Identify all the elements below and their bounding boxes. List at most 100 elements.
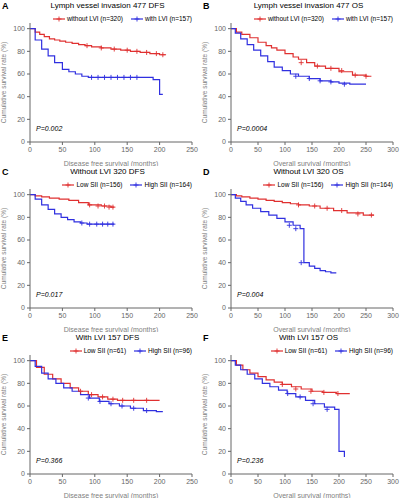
- svg-text:50: 50: [59, 146, 67, 153]
- svg-text:300: 300: [387, 478, 395, 485]
- svg-text:50: 50: [254, 312, 262, 319]
- svg-text:100: 100: [13, 25, 25, 32]
- svg-text:40: 40: [17, 93, 25, 100]
- svg-text:100: 100: [89, 478, 101, 485]
- svg-text:0: 0: [229, 312, 233, 319]
- svg-text:200: 200: [333, 478, 345, 485]
- svg-text:150: 150: [306, 146, 318, 153]
- svg-text:0: 0: [222, 470, 226, 477]
- svg-text:80: 80: [218, 214, 226, 221]
- svg-text:250: 250: [360, 312, 372, 319]
- svg-text:200: 200: [154, 312, 166, 319]
- svg-text:50: 50: [59, 312, 67, 319]
- svg-text:250: 250: [360, 146, 372, 153]
- svg-text:20: 20: [218, 116, 226, 123]
- svg-text:60: 60: [218, 402, 226, 409]
- svg-text:20: 20: [218, 448, 226, 455]
- svg-text:100: 100: [279, 312, 291, 319]
- svg-text:20: 20: [17, 448, 25, 455]
- svg-text:150: 150: [121, 478, 133, 485]
- svg-text:80: 80: [218, 380, 226, 387]
- html-text:With LVI 157 OS: With LVI 157 OS: [279, 333, 338, 342]
- svg-text:40: 40: [17, 259, 25, 266]
- svg-text:100: 100: [279, 478, 291, 485]
- svg-text:40: 40: [218, 93, 226, 100]
- svg-text:Cumulative survival rate (%): Cumulative survival rate (%): [8, 208, 9, 289]
- svg-text:50: 50: [254, 478, 262, 485]
- svg-text:0: 0: [21, 304, 25, 311]
- svg-text:100: 100: [214, 25, 226, 32]
- svg-text:200: 200: [154, 478, 166, 485]
- svg-text:0: 0: [28, 146, 32, 153]
- svg-text:0: 0: [229, 478, 233, 485]
- svg-text:40: 40: [218, 425, 226, 432]
- svg-text:0: 0: [21, 138, 25, 145]
- svg-text:60: 60: [17, 402, 25, 409]
- html-text:with LVI (n=157): with LVI (n=157): [346, 15, 393, 22]
- svg-text:300: 300: [387, 312, 395, 319]
- html-text:without LVI (n=320): without LVI (n=320): [66, 15, 123, 22]
- svg-text:20: 20: [218, 282, 226, 289]
- html-text:Without LVI 320 OS: Without LVI 320 OS: [273, 167, 344, 176]
- svg-text:0: 0: [229, 146, 233, 153]
- svg-text:Overall survival (months): Overall survival (months): [273, 160, 350, 166]
- svg-text:150: 150: [121, 312, 133, 319]
- svg-text:100: 100: [13, 191, 25, 198]
- svg-text:80: 80: [218, 48, 226, 55]
- svg-text:200: 200: [333, 146, 345, 153]
- html-text:Lymph vessel invasion 477 DFS: Lymph vessel invasion 477 DFS: [50, 1, 165, 10]
- svg-text:60: 60: [218, 236, 226, 243]
- svg-text:200: 200: [333, 312, 345, 319]
- svg-text:100: 100: [89, 312, 101, 319]
- html-text:Without LVI 320 DFS: Without LVI 320 DFS: [70, 167, 145, 176]
- svg-text:Disease free survival (months): Disease free survival (months): [64, 492, 159, 498]
- svg-text:100: 100: [279, 146, 291, 153]
- svg-text:Cumulative survival rate (%): Cumulative survival rate (%): [201, 374, 209, 455]
- html-text:B: B: [203, 1, 210, 11]
- svg-text:0: 0: [21, 470, 25, 477]
- svg-text:100: 100: [89, 146, 101, 153]
- svg-text:40: 40: [218, 259, 226, 266]
- svg-text:150: 150: [306, 312, 318, 319]
- svg-text:80: 80: [17, 48, 25, 55]
- svg-text:Disease free survival (months): Disease free survival (months): [64, 160, 159, 166]
- svg-text:100: 100: [13, 357, 25, 364]
- svg-text:150: 150: [306, 478, 318, 485]
- svg-text:40: 40: [17, 425, 25, 432]
- svg-text:0: 0: [222, 304, 226, 311]
- svg-text:50: 50: [254, 146, 262, 153]
- svg-text:100: 100: [214, 191, 226, 198]
- svg-text:250: 250: [186, 478, 198, 485]
- svg-text:0: 0: [28, 312, 32, 319]
- html-text:without LVI (n=320): without LVI (n=320): [267, 15, 324, 22]
- svg-text:0: 0: [28, 478, 32, 485]
- svg-text:Cumulative survival rate (%): Cumulative survival rate (%): [8, 42, 9, 123]
- svg-text:Overall survival (months): Overall survival (months): [273, 326, 350, 332]
- svg-text:20: 20: [17, 282, 25, 289]
- svg-text:Overall survival (months): Overall survival (months): [273, 492, 350, 498]
- svg-text:20: 20: [17, 116, 25, 123]
- svg-text:250: 250: [186, 312, 198, 319]
- svg-text:80: 80: [17, 214, 25, 221]
- svg-text:50: 50: [59, 478, 67, 485]
- svg-text:250: 250: [360, 478, 372, 485]
- svg-text:250: 250: [186, 146, 198, 153]
- svg-text:200: 200: [154, 146, 166, 153]
- svg-text:60: 60: [218, 70, 226, 77]
- svg-text:60: 60: [17, 236, 25, 243]
- html-text:With LVI 157 DFS: With LVI 157 DFS: [75, 333, 140, 342]
- html-text:Lymph vessel invasion 477 OS: Lymph vessel invasion 477 OS: [253, 1, 364, 10]
- svg-text:150: 150: [121, 146, 133, 153]
- html-text:with LVI (n=157): with LVI (n=157): [145, 15, 192, 22]
- svg-text:Cumulative survival rate (%): Cumulative survival rate (%): [8, 374, 9, 455]
- svg-text:60: 60: [17, 70, 25, 77]
- svg-text:100: 100: [214, 357, 226, 364]
- svg-text:Cumulative survival rate (%): Cumulative survival rate (%): [201, 208, 209, 289]
- svg-text:0: 0: [222, 138, 226, 145]
- svg-text:300: 300: [387, 146, 395, 153]
- svg-text:Disease free survival (months): Disease free survival (months): [64, 326, 159, 332]
- svg-text:Cumulative survival rate (%): Cumulative survival rate (%): [201, 42, 209, 123]
- html-text:P=0.002: P=0.002: [36, 125, 63, 132]
- html-text:A: A: [2, 1, 9, 11]
- svg-text:80: 80: [17, 380, 25, 387]
